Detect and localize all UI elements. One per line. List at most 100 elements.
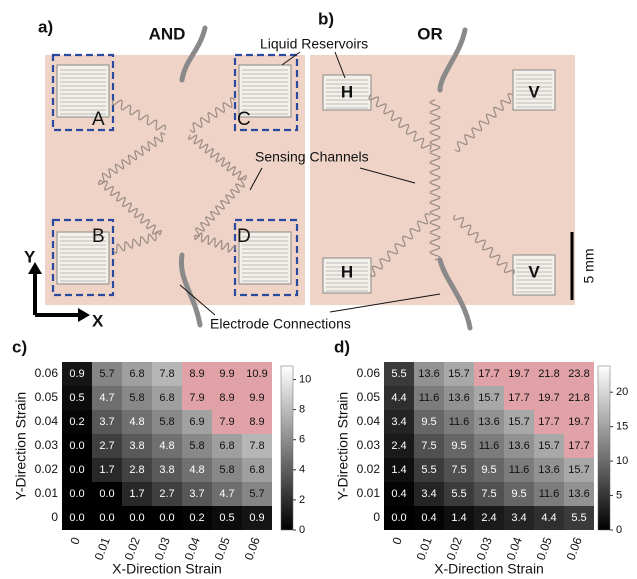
cell-label: 6.8 — [249, 464, 264, 476]
heatmap-cell — [122, 386, 152, 410]
heatmap-cell — [534, 482, 564, 506]
heatmap-cell — [384, 434, 414, 458]
cell-label: 10.9 — [246, 368, 267, 380]
heatmap-cell — [414, 458, 444, 482]
y-tick-label: 0.05 — [357, 390, 381, 404]
cell-label: 11.6 — [419, 392, 440, 404]
heatmap-cell — [564, 386, 594, 410]
heatmap-cell — [474, 506, 504, 530]
cell-label: 7.5 — [481, 488, 496, 500]
heatmap-cell — [62, 362, 92, 386]
axis-letter: Y — [24, 247, 36, 266]
cell-label: 5.8 — [129, 392, 144, 404]
heatmap-cell — [504, 458, 534, 482]
heatmap-cell — [414, 482, 444, 506]
heatmap-cell — [444, 482, 474, 506]
cell-label: 2.7 — [99, 440, 114, 452]
colorbar-tick-label: 2 — [299, 494, 305, 506]
heatmap-cell — [152, 386, 182, 410]
cell-label: 1.4 — [451, 512, 466, 524]
x-tick-label: 0.06 — [242, 535, 263, 562]
heatmap-cell — [534, 458, 564, 482]
heatmap-cell — [212, 434, 242, 458]
cell-label: 3.4 — [511, 512, 526, 524]
x-tick-label: 0.01 — [92, 535, 113, 562]
heatmap-cell — [242, 410, 272, 434]
heatmap-cell — [444, 458, 474, 482]
y-tick-label: 0.06 — [35, 366, 59, 380]
cell-label: 5.8 — [219, 464, 234, 476]
heatmap-cell — [242, 386, 272, 410]
cell-label: 8.9 — [249, 416, 264, 428]
cell-label: 0.5 — [219, 512, 234, 524]
cell-label: 3.4 — [421, 488, 436, 500]
heatmap-cell — [152, 362, 182, 386]
annotation: Sensing Channels — [255, 149, 369, 165]
heatmap-cell — [414, 362, 444, 386]
heatmap-cell — [384, 458, 414, 482]
heatmap-cell — [534, 386, 564, 410]
heatmap-cell — [212, 362, 242, 386]
cell-label: 2.4 — [391, 440, 406, 452]
arrow-heads — [28, 262, 90, 322]
heatmap-cell — [564, 482, 594, 506]
y-tick-label: 0.04 — [35, 414, 59, 428]
heatmap-cell — [474, 410, 504, 434]
cell-label: 0.0 — [69, 512, 84, 524]
cell-label: 7.8 — [249, 440, 264, 452]
heatmap-cell — [474, 386, 504, 410]
cell-label: 0.2 — [69, 416, 84, 428]
heatmap-cell — [384, 506, 414, 530]
heatmap-cell — [122, 458, 152, 482]
heatmap-cell — [242, 434, 272, 458]
cell-label: 15.7 — [478, 392, 499, 404]
y-tick-label: 0.03 — [35, 438, 59, 452]
cell-label: 7.5 — [451, 464, 466, 476]
panel-label: c) — [12, 337, 27, 356]
cell-label: 5.8 — [189, 440, 204, 452]
cell-label: 7.9 — [189, 392, 204, 404]
reservoir — [56, 231, 110, 285]
x-tick-label: 0 — [389, 535, 405, 546]
cell-label: 8.9 — [189, 368, 204, 380]
cell-label: 8.9 — [219, 392, 234, 404]
leader-lines — [179, 51, 441, 316]
region-label: C — [237, 109, 251, 130]
heatmap-cell — [444, 386, 474, 410]
heatmap-cell — [122, 434, 152, 458]
x-tick-label: 0.05 — [534, 535, 555, 562]
heatmap-cell — [62, 386, 92, 410]
cell-label: 17.7 — [538, 416, 559, 428]
heatmap-cell — [92, 506, 122, 530]
cell-label: 13.6 — [418, 368, 439, 380]
heatmap-cell — [504, 434, 534, 458]
cell-label: 3.7 — [99, 416, 114, 428]
heatmap-cell — [122, 482, 152, 506]
heatmap-cell — [92, 410, 122, 434]
colorbar-tick-label: 6 — [299, 434, 305, 446]
heatmap-cell — [152, 482, 182, 506]
cell-label: 5.7 — [99, 368, 114, 380]
heatmap-cell — [474, 458, 504, 482]
heatmap-cell — [564, 506, 594, 530]
colorbar — [280, 365, 294, 531]
cell-label: 1.4 — [391, 464, 406, 476]
heatmap-cell — [182, 434, 212, 458]
cell-label: 3.8 — [159, 464, 174, 476]
cell-label: 17.7 — [568, 440, 589, 452]
cell-label: 15.7 — [538, 440, 559, 452]
cell-label: 21.8 — [568, 392, 589, 404]
reservoir — [238, 231, 292, 285]
y-tick-label: 0.01 — [35, 486, 59, 500]
cell-label: 15.7 — [448, 368, 469, 380]
cell-label: 13.6 — [448, 392, 469, 404]
cell-label: 0.9 — [69, 368, 84, 380]
channel — [368, 94, 432, 151]
cell-label: 21.8 — [538, 368, 559, 380]
panel-title: AND — [149, 24, 186, 43]
annotation: Liquid Reservoirs — [260, 36, 368, 52]
cell-label: 6.8 — [129, 368, 144, 380]
cell-label: 0.0 — [129, 512, 144, 524]
channel — [189, 97, 236, 133]
cell-label: 5.5 — [391, 368, 406, 380]
